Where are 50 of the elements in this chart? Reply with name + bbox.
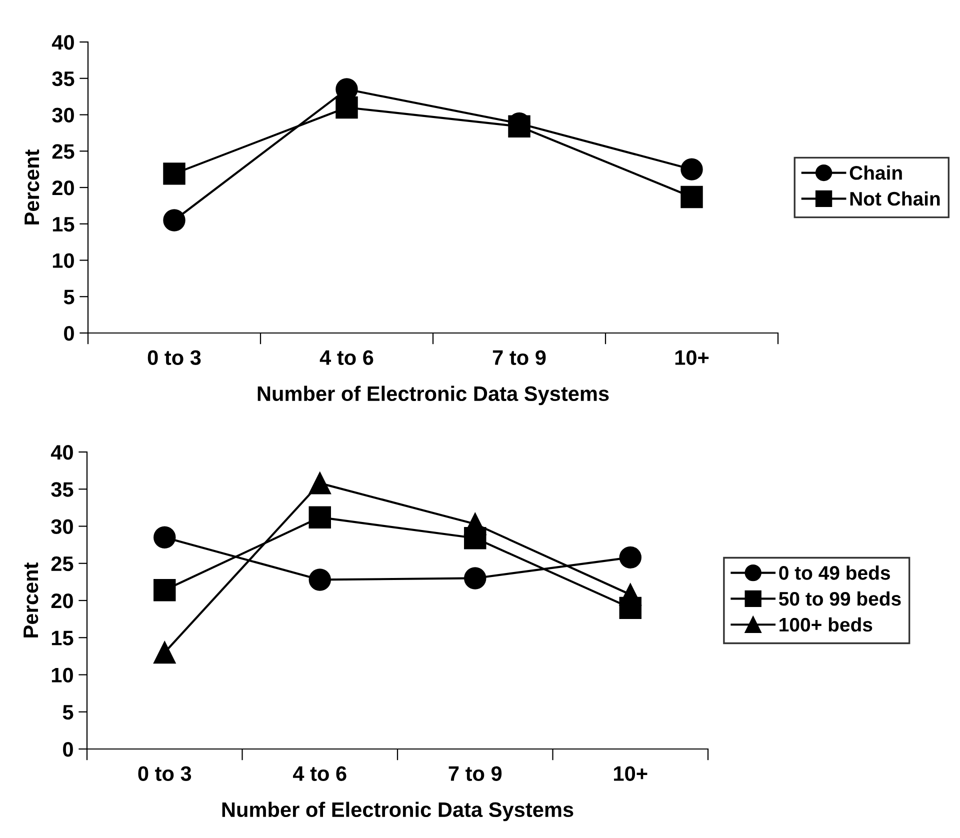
legend-label: Not Chain: [850, 191, 940, 206]
y-tick-label: 30: [52, 108, 74, 123]
y-tick-label: 10: [52, 253, 74, 268]
point: [619, 546, 642, 569]
x-tick-label: 4 to 6: [320, 350, 374, 365]
x-tick-label: 7 to 9: [492, 350, 546, 365]
point: [154, 578, 176, 602]
y-axis-title: Percent: [24, 562, 38, 638]
point: [680, 158, 703, 180]
legend-label: 0 to 49 beds: [779, 566, 890, 580]
y-tick-label: 0: [64, 326, 74, 341]
y-tick-label: 40: [50, 445, 73, 460]
point: [308, 472, 331, 494]
y-tick-label: 30: [51, 519, 73, 534]
x-tick-label: 0 to 3: [138, 766, 192, 781]
y-tick-label: 20: [52, 180, 74, 196]
point: [336, 96, 358, 119]
point: [154, 526, 176, 548]
legend-label: Chain: [850, 165, 902, 180]
y-tick-label: 0: [63, 742, 73, 757]
point: [464, 527, 486, 550]
point: [680, 186, 703, 208]
y-tick-label: 35: [52, 71, 74, 86]
y-tick-label: 40: [52, 35, 74, 50]
y-tick-label: 25: [51, 556, 74, 572]
x-tick-label: 4 to 6: [292, 766, 346, 781]
y-tick-label: 5: [64, 290, 74, 304]
point: [464, 567, 486, 590]
x-tick-label: 10+: [614, 766, 648, 781]
point: [308, 568, 331, 591]
y-tick-label: 35: [51, 482, 74, 497]
y-axis-title: Percent: [24, 150, 40, 224]
point: [163, 209, 186, 232]
y-tick-label: 5: [62, 705, 74, 720]
y-tick-label: 25: [52, 144, 74, 159]
point: [154, 641, 176, 664]
y-tick-label: 15: [52, 630, 74, 646]
point: [163, 162, 186, 185]
x-tick-label: 0 to 3: [148, 350, 201, 365]
y-tick-label: 15: [52, 217, 74, 232]
x-axis-title: Number of Electronic Data Systems: [222, 802, 574, 822]
legend-label: 100+ beds: [780, 617, 872, 632]
y-tick-label: 10: [52, 668, 73, 683]
point: [308, 506, 331, 528]
x-tick-label: 10+: [675, 350, 709, 365]
y-tick-label: 20: [51, 594, 73, 608]
x-axis-title: Number of Electronic Data Systems: [258, 386, 609, 406]
point: [619, 596, 642, 620]
x-tick-label: 7 to 9: [448, 766, 502, 781]
legend-label: 50 to 99 beds: [778, 591, 901, 606]
